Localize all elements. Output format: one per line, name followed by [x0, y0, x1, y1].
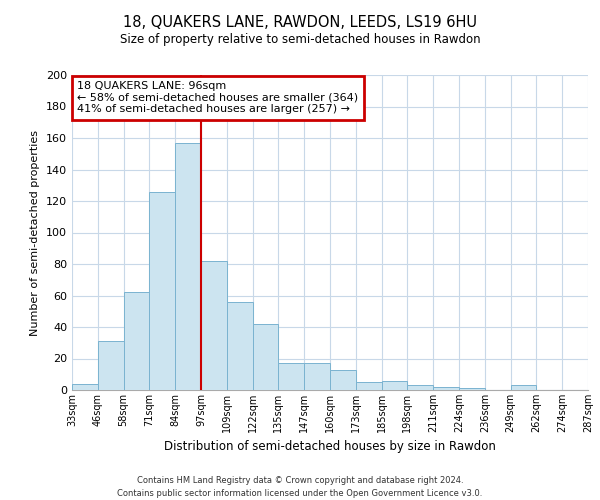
Bar	[433, 387, 459, 390]
Bar	[124, 292, 149, 390]
Bar	[511, 386, 536, 390]
Bar	[407, 386, 433, 390]
Bar	[72, 384, 98, 390]
X-axis label: Distribution of semi-detached houses by size in Rawdon: Distribution of semi-detached houses by …	[164, 440, 496, 454]
Bar	[382, 380, 407, 390]
Bar	[459, 388, 485, 390]
Bar	[201, 261, 227, 390]
Bar	[278, 363, 304, 390]
Bar	[227, 302, 253, 390]
Bar	[304, 363, 330, 390]
Text: Contains HM Land Registry data © Crown copyright and database right 2024.
Contai: Contains HM Land Registry data © Crown c…	[118, 476, 482, 498]
Text: 18, QUAKERS LANE, RAWDON, LEEDS, LS19 6HU: 18, QUAKERS LANE, RAWDON, LEEDS, LS19 6H…	[123, 15, 477, 30]
Bar	[98, 341, 124, 390]
Bar	[149, 192, 175, 390]
Text: Size of property relative to semi-detached houses in Rawdon: Size of property relative to semi-detach…	[119, 32, 481, 46]
Bar	[175, 142, 201, 390]
Bar	[330, 370, 356, 390]
Bar	[253, 324, 278, 390]
Bar	[356, 382, 382, 390]
Text: 18 QUAKERS LANE: 96sqm
← 58% of semi-detached houses are smaller (364)
41% of se: 18 QUAKERS LANE: 96sqm ← 58% of semi-det…	[77, 82, 358, 114]
Y-axis label: Number of semi-detached properties: Number of semi-detached properties	[31, 130, 40, 336]
